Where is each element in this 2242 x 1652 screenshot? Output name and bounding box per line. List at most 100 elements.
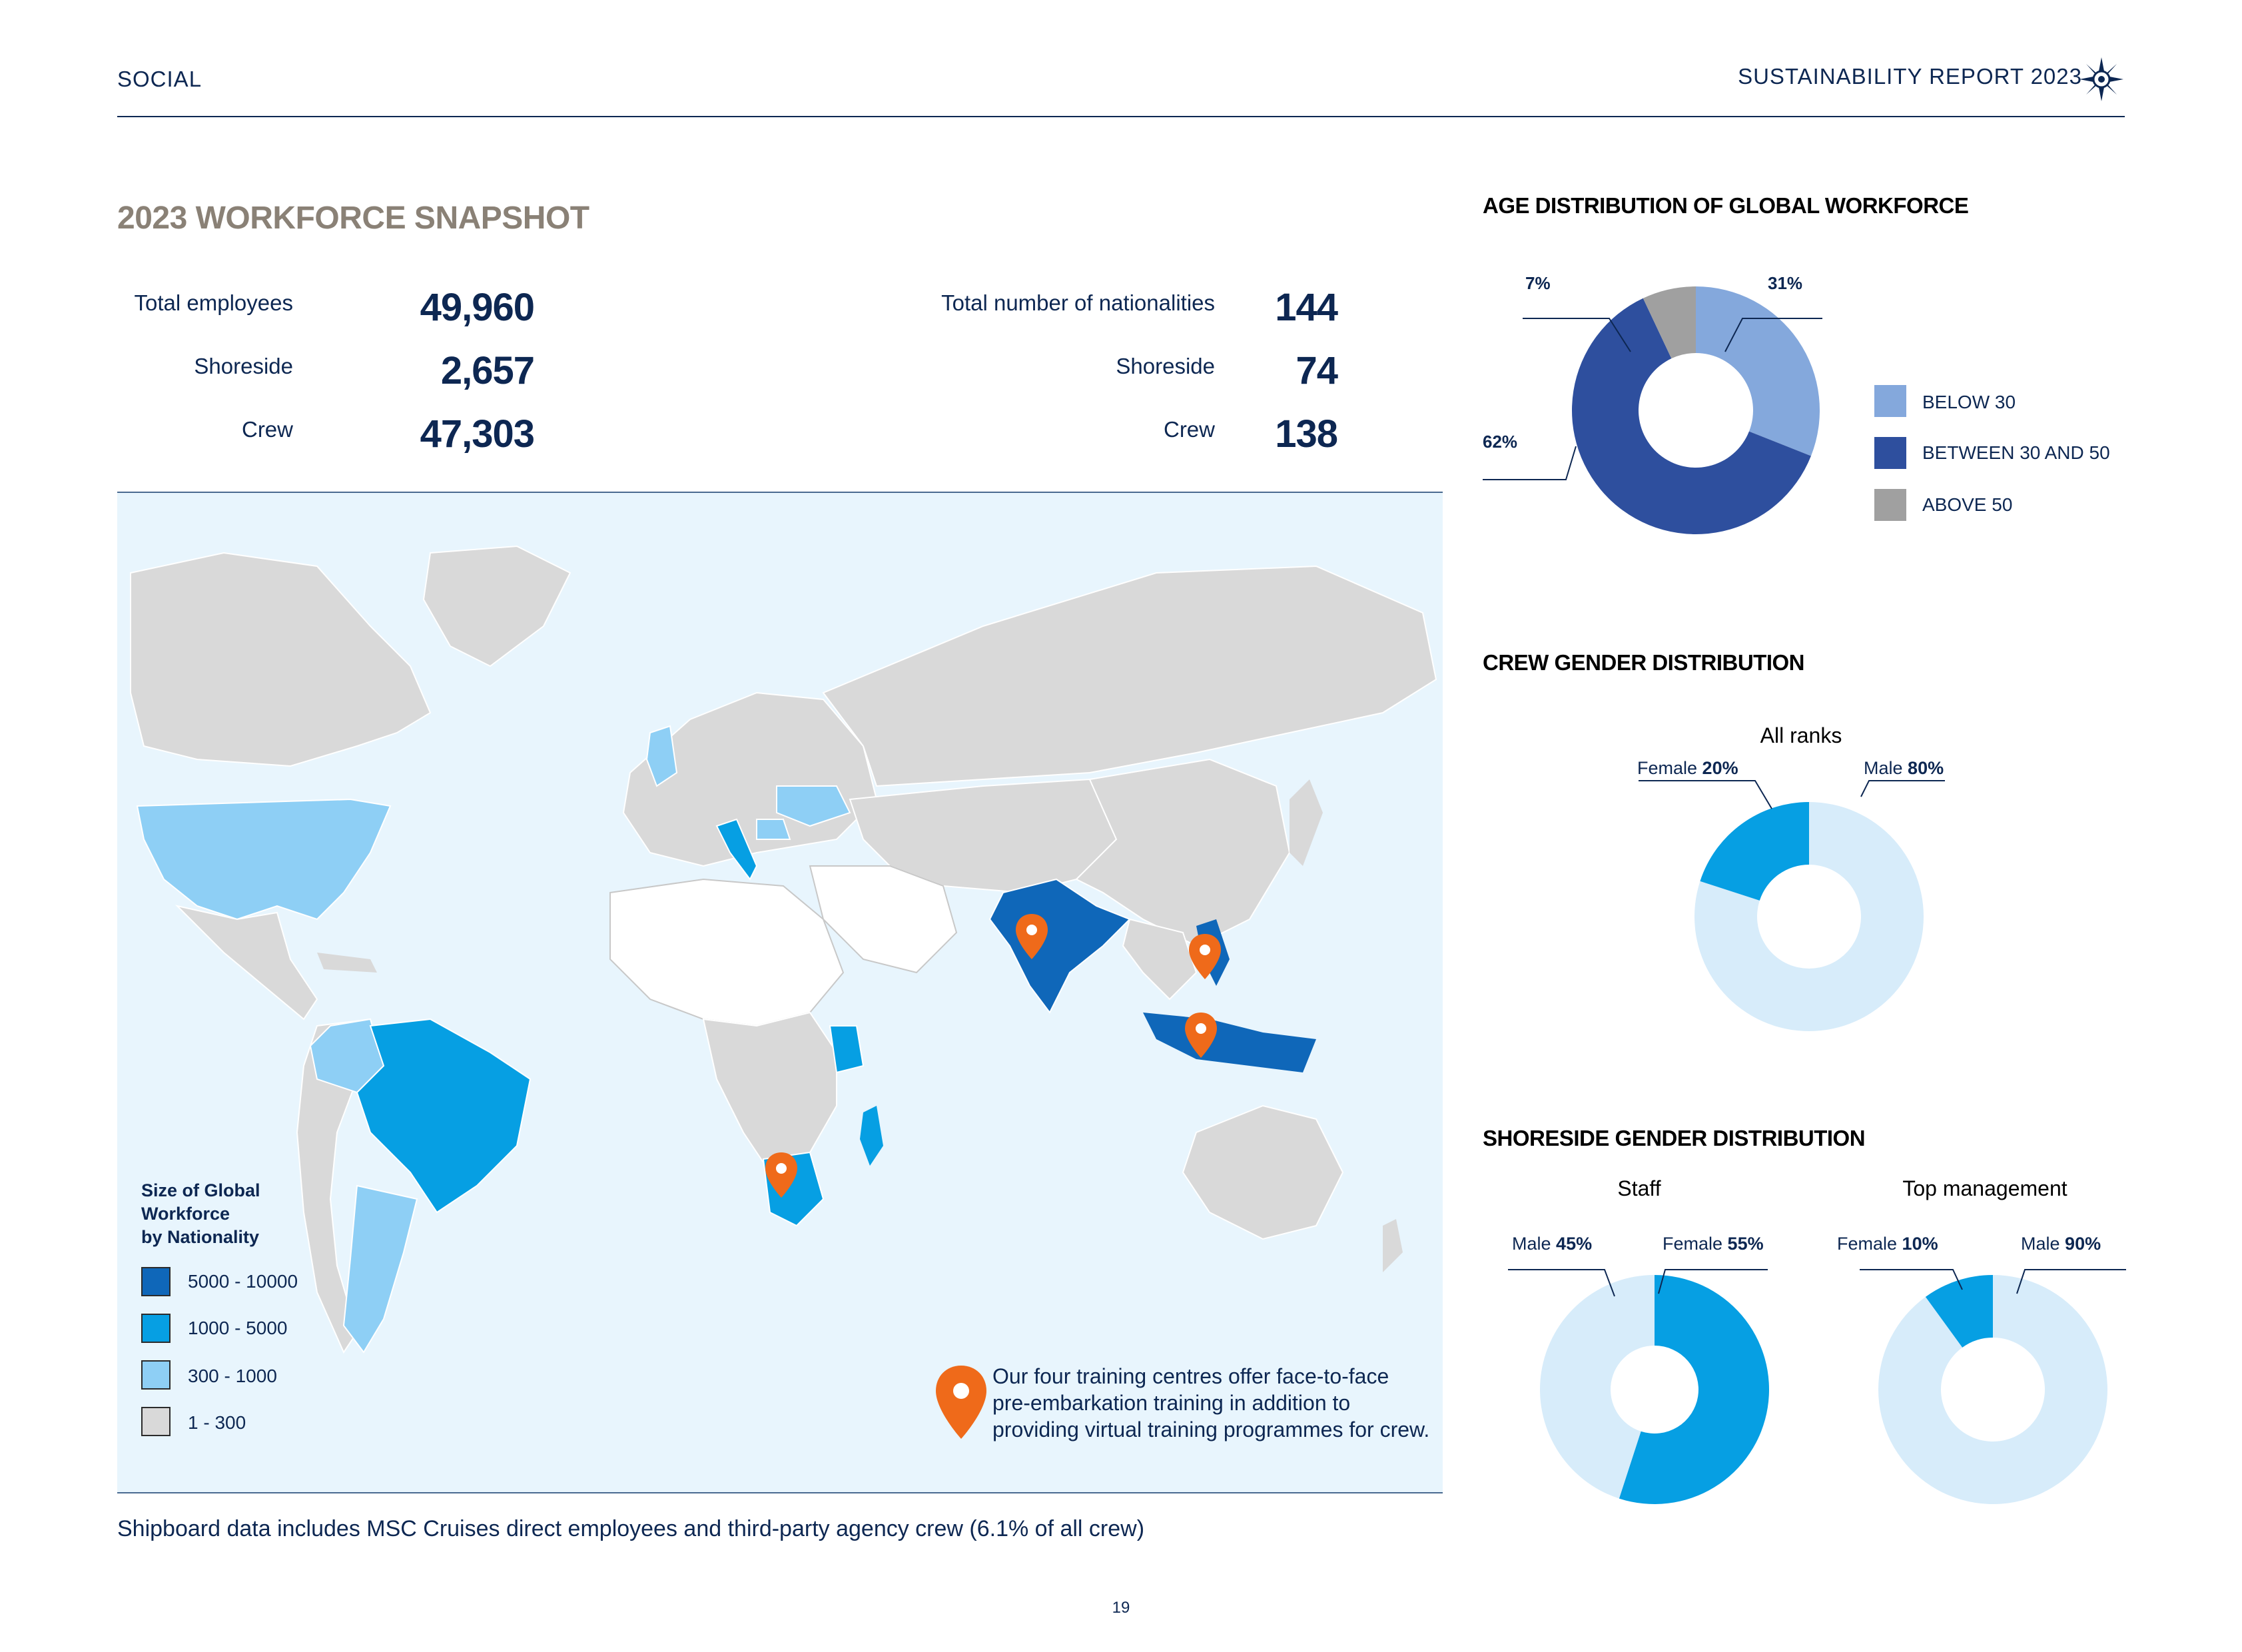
legend-label-below-30: BELOW 30 <box>1922 392 2016 412</box>
map-legend-title: Size of Global Workforce by Nationality <box>141 1179 260 1249</box>
staff-female-value: 55% <box>1727 1234 1764 1254</box>
top-management-gender-donut-chart <box>1860 1269 2126 1504</box>
new-zealand <box>1383 1219 1403 1272</box>
southeast-asia <box>1122 918 1198 1001</box>
leader-line-male <box>1508 1269 1615 1297</box>
page-number: 19 <box>1112 1599 1130 1617</box>
donut-slice-above-50 <box>1643 286 1696 359</box>
shoreside-nationalities-label: Shoreside <box>1116 354 1215 378</box>
legend-label-above-50: ABOVE 50 <box>1922 494 2013 515</box>
map-legend-title-line: Size of Global <box>141 1180 260 1200</box>
total-nationalities-label: Total number of nationalities <box>941 290 1215 315</box>
leader-line-7 <box>1523 318 1631 352</box>
staff-female-category: Female <box>1663 1234 1723 1254</box>
training-note-line: pre-embarkation training in addition to <box>992 1391 1351 1415</box>
mgmt-female-value: 10% <box>1902 1234 1938 1254</box>
leader-line-female <box>1658 1269 1768 1294</box>
mexico <box>175 905 318 1021</box>
crew-gender-title: CREW GENDER DISTRIBUTION <box>1483 650 1805 675</box>
donut-slice-male <box>1540 1275 1655 1499</box>
training-centres-note: Our four training centres offer face-to-… <box>992 1363 1432 1443</box>
madagascar <box>860 1106 883 1166</box>
usa <box>136 798 392 921</box>
map-legend-swatch-5000-10000 <box>141 1267 171 1296</box>
location-pin-icon <box>765 1152 797 1198</box>
shoreside-gender-title: SHORESIDE GENDER DISTRIBUTION <box>1483 1126 1866 1150</box>
age-chart-title: AGE DISTRIBUTION OF GLOBAL WORKFORCE <box>1483 193 1969 218</box>
north-africa <box>609 878 845 1027</box>
total-employees-value: 49,960 <box>420 286 535 329</box>
total-employees-label: Total employees <box>134 290 293 315</box>
leader-line-31 <box>1724 318 1822 352</box>
location-pin-icon <box>1016 914 1048 959</box>
staff-gender-donut-chart <box>1508 1269 1769 1504</box>
map-legend-swatch-1000-5000 <box>141 1314 171 1343</box>
msc-compass-logo-icon <box>2079 57 2123 101</box>
brazil <box>356 1018 532 1214</box>
report-title: SUSTAINABILITY REPORT 2023 <box>1738 64 2082 89</box>
map-legend-swatch-1-300 <box>141 1407 171 1436</box>
leader-line-female <box>1860 1269 1963 1290</box>
age-label-below-30: 31% <box>1768 273 1803 293</box>
donut-slice-female <box>1925 1275 1993 1348</box>
map-legend-label: 300 - 1000 <box>188 1366 277 1386</box>
leader-line-62 <box>1483 446 1577 480</box>
crew-nationalities-label: Crew <box>1163 417 1215 442</box>
caribbean <box>317 953 377 973</box>
age-label-above-50: 7% <box>1525 273 1551 293</box>
mgmt-female-category: Female <box>1837 1234 1898 1254</box>
ukraine <box>776 785 851 827</box>
total-nationalities-value: 144 <box>1275 286 1338 329</box>
crew-female-label: Female 20% <box>1637 758 1738 779</box>
shoreside-nationalities-value: 74 <box>1296 349 1338 392</box>
eastern-europe <box>756 819 791 840</box>
indonesia <box>1143 1013 1316 1072</box>
age-donut-chart <box>1483 286 1822 534</box>
shoreside-employees-label: Shoreside <box>194 354 293 378</box>
crew-employees-value: 47,303 <box>420 412 535 456</box>
crew-employees-label: Crew <box>241 417 293 442</box>
crew-male-category: Male <box>1864 758 1903 778</box>
staff-male-label: Male 45% <box>1512 1234 1592 1254</box>
legend-label-30-50: BETWEEN 30 AND 50 <box>1922 442 2110 463</box>
donut-slice-female <box>1619 1275 1769 1504</box>
location-pin-icon <box>1185 1013 1217 1058</box>
map-legend-label: 1 - 300 <box>188 1412 246 1433</box>
mgmt-female-label: Female 10% <box>1837 1234 1938 1254</box>
shoreside-employees-value: 2,657 <box>440 349 535 392</box>
world-map: Size of Global Workforce by Nationality … <box>117 492 1443 1493</box>
training-note-line: Our four training centres offer face-to-… <box>992 1364 1389 1388</box>
russia <box>822 565 1437 787</box>
japan <box>1290 779 1323 866</box>
map-legend-label: 1000 - 5000 <box>188 1318 288 1338</box>
snapshot-title: 2023 WORKFORCE SNAPSHOT <box>117 201 589 236</box>
map-legend-swatch-300-1000 <box>141 1360 171 1390</box>
donut-slice-male <box>1694 802 1924 1031</box>
location-pin-icon <box>1189 934 1221 979</box>
staff-male-category: Male <box>1512 1234 1551 1254</box>
crew-nationalities-value: 138 <box>1275 412 1338 456</box>
crew-gender-subtitle: All ranks <box>1760 723 1842 747</box>
north-america-north <box>130 552 432 767</box>
kenya <box>829 1025 865 1074</box>
staff-gender-donut <box>1540 1275 1769 1504</box>
world-map-graphic <box>130 545 1437 1439</box>
training-note-line: providing virtual training programmes fo… <box>992 1418 1430 1442</box>
mgmt-male-category: Male <box>2021 1234 2060 1254</box>
crew-male-label: Male 80% <box>1864 758 1944 779</box>
leader-line-male <box>2016 1269 2126 1294</box>
crew-female-value: 20% <box>1702 758 1738 778</box>
australia <box>1182 1104 1344 1240</box>
italy <box>715 818 758 881</box>
crew-gender-donut <box>1694 802 1924 1031</box>
staff-male-value: 45% <box>1556 1234 1593 1254</box>
india <box>988 878 1131 1014</box>
mgmt-male-label: Male 90% <box>2021 1234 2101 1254</box>
donut-slice-below-30 <box>1696 286 1820 456</box>
header-divider <box>117 116 2125 117</box>
staff-female-label: Female 55% <box>1663 1234 1764 1254</box>
donut-slice-female <box>1700 802 1809 901</box>
donut-slice-male <box>1878 1275 2107 1504</box>
footnote: Shipboard data includes MSC Cruises dire… <box>117 1516 1145 1541</box>
crew-gender-donut-chart <box>1639 780 1945 1031</box>
